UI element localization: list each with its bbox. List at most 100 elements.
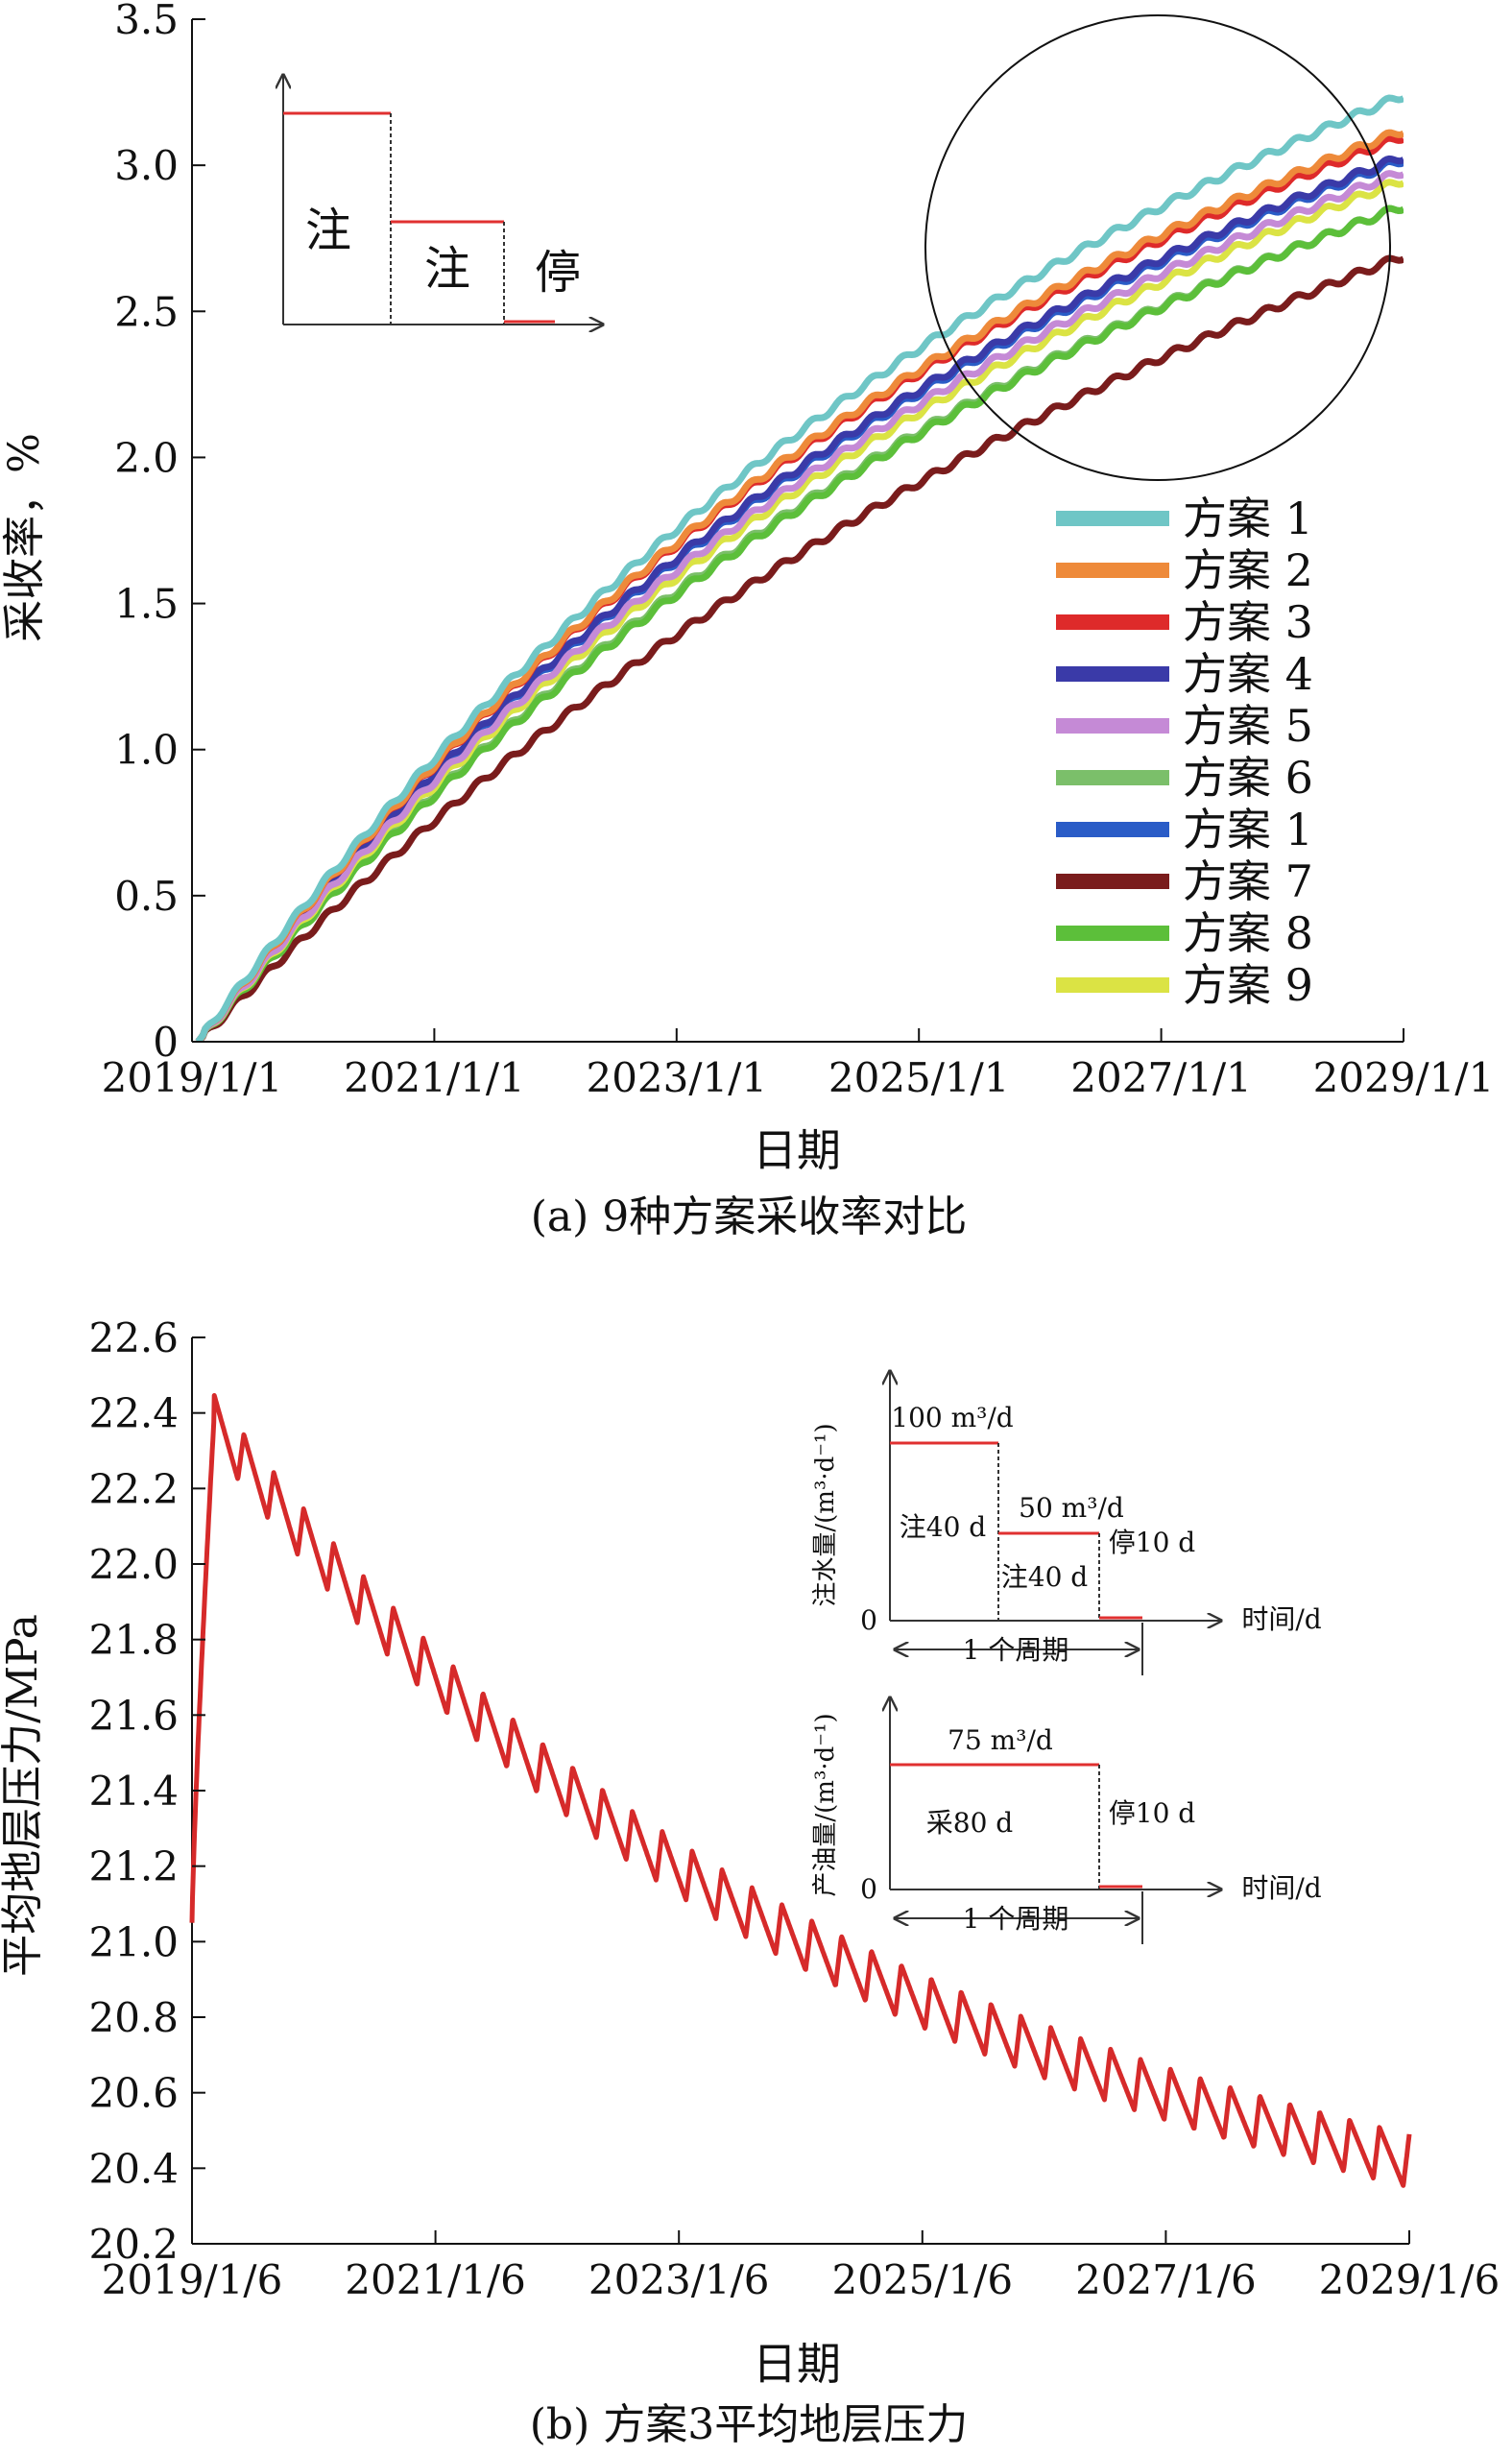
- prod-x-label: 时间/d: [1241, 1872, 1321, 1904]
- panel-b-injection-inset: 100 m³/d 50 m³/d 注40 d 注40 d 停10 d 0 时间/…: [811, 1371, 1322, 1675]
- b-y-tick-label: 20.2: [88, 2221, 179, 2268]
- a-x-tick-label: 2019/1/1: [102, 1054, 283, 1101]
- legend-label: 方案 3: [1183, 596, 1313, 648]
- legend-swatch: [1056, 977, 1169, 993]
- legend-label: 方案 9: [1183, 959, 1313, 1011]
- inj-rate-1: 100 m³/d: [891, 1402, 1014, 1433]
- panel-b-y-label: 平均地层压力/MPa: [0, 1614, 47, 1977]
- b-y-tick-label: 21.4: [88, 1768, 179, 1815]
- inset-label-inject-1: 注: [305, 204, 351, 257]
- b-x-tick-label: 2021/1/6: [345, 2256, 526, 2303]
- legend-label: 方案 4: [1183, 648, 1313, 700]
- a-series-line: [195, 170, 1404, 1042]
- panel-a-y-ticks: 0 0.5 1.0 1.5 2.0 2.5 3.0 3.5: [114, 0, 205, 1066]
- panel-b-caption: (b) 方案3平均地层压力: [530, 2400, 968, 2449]
- b-y-tick-label: 21.8: [88, 1617, 179, 1664]
- legend-swatch: [1056, 718, 1169, 734]
- legend-label: 方案 6: [1183, 752, 1313, 804]
- b-y-tick-label: 20.4: [88, 2145, 179, 2192]
- legend-swatch: [1056, 614, 1169, 630]
- legend-swatch: [1056, 563, 1169, 578]
- a-y-tick-label: 1.0: [114, 727, 179, 774]
- b-y-tick-label: 21.2: [88, 1843, 179, 1890]
- legend-swatch: [1056, 822, 1169, 837]
- b-y-tick-label: 20.8: [88, 1994, 179, 2041]
- b-y-tick-label: 22.4: [88, 1390, 179, 1437]
- legend-swatch: [1056, 511, 1169, 526]
- a-x-tick-label: 2023/1/1: [586, 1054, 767, 1101]
- zoom-circle-outline: [924, 14, 1391, 481]
- a-x-tick-label: 2029/1/1: [1313, 1054, 1495, 1101]
- inset-label-inject-2: 注: [424, 242, 470, 296]
- legend-swatch: [1056, 666, 1169, 682]
- a-series-line: [195, 129, 1404, 1042]
- b-y-tick-label: 20.6: [88, 2070, 179, 2117]
- b-x-tick-label: 2025/1/6: [831, 2256, 1013, 2303]
- b-y-tick-label: 22.6: [88, 1314, 179, 1361]
- prod-phase-2: 停10 d: [1109, 1797, 1196, 1829]
- panel-a-x-ticks: 2019/1/1 2021/1/1 2023/1/1 2025/1/1 2027/1/1…: [102, 1028, 1495, 1101]
- inj-zero: 0: [860, 1604, 877, 1636]
- legend-swatch: [1056, 874, 1169, 889]
- legend-label: 方案 2: [1183, 544, 1313, 596]
- panel-b-pressure-chart: 20.2 20.4 20.6 20.8 21.0 21.2 21.4 21.6 21.8 22.0…: [0, 1314, 1500, 2449]
- b-y-tick-label: 22.2: [88, 1465, 179, 1512]
- inj-phase-3: 停10 d: [1109, 1527, 1196, 1558]
- panel-a-series: [195, 94, 1404, 1042]
- inj-phase-1: 注40 d: [900, 1511, 987, 1543]
- inj-y-label: 注水量/(m³·d⁻¹): [811, 1423, 840, 1606]
- legend-swatch: [1056, 770, 1169, 785]
- a-series-line: [195, 205, 1404, 1042]
- legend-label: 方案 1: [1183, 804, 1313, 855]
- panel-a-y-label: 采收率，%: [0, 433, 49, 642]
- b-x-tick-label: 2019/1/6: [102, 2256, 283, 2303]
- inj-x-label: 时间/d: [1241, 1603, 1321, 1635]
- b-pressure-line: [189, 1393, 1412, 2188]
- b-x-tick-label: 2027/1/6: [1075, 2256, 1257, 2303]
- b-x-tick-label: 2023/1/6: [588, 2256, 770, 2303]
- a-y-tick-label: 0: [153, 1019, 179, 1066]
- panel-a-schedule-inset: 注 注 停: [283, 75, 603, 325]
- b-y-tick-label: 21.6: [88, 1692, 179, 1739]
- a-y-tick-label: 1.5: [114, 581, 179, 628]
- panel-a-zoom-circle: [924, 14, 1391, 481]
- a-x-tick-label: 2025/1/1: [828, 1054, 1010, 1101]
- legend-label: 方案 1: [1183, 493, 1313, 544]
- a-x-tick-label: 2027/1/1: [1070, 1054, 1252, 1101]
- prod-zero: 0: [860, 1873, 877, 1905]
- prod-y-label: 产油量/(m³·d⁻¹): [811, 1713, 840, 1896]
- panel-a-caption: (a) 9种方案采收率对比: [531, 1192, 968, 1241]
- legend-label: 方案 8: [1183, 907, 1313, 959]
- panel-b-y-ticks: 20.2 20.4 20.6 20.8 21.0 21.2 21.4 21.6 21.8 22.0…: [88, 1314, 205, 2268]
- b-y-tick-label: 21.0: [88, 1918, 179, 1965]
- inj-phase-2: 注40 d: [1001, 1561, 1089, 1593]
- prod-period: 1 个周期: [963, 1903, 1069, 1935]
- a-series-line: [195, 254, 1404, 1042]
- a-series-line: [195, 94, 1404, 1042]
- a-y-tick-label: 2.0: [114, 434, 179, 481]
- panel-b-x-label: 日期: [753, 2338, 841, 2390]
- legend-label: 方案 7: [1183, 855, 1313, 907]
- a-y-tick-label: 0.5: [114, 873, 179, 920]
- a-y-tick-label: 2.5: [114, 288, 179, 335]
- panel-a-x-label: 日期: [753, 1124, 841, 1176]
- inj-rate-2: 50 m³/d: [1019, 1492, 1124, 1524]
- a-x-tick-label: 2021/1/1: [344, 1054, 525, 1101]
- b-y-tick-label: 22.0: [88, 1541, 179, 1588]
- a-y-tick-label: 3.0: [114, 142, 179, 189]
- panel-b-series: [189, 1393, 1412, 2188]
- inj-period: 1 个周期: [963, 1634, 1069, 1666]
- legend-swatch: [1056, 926, 1169, 941]
- b-x-tick-label: 2029/1/6: [1319, 2256, 1500, 2303]
- prod-phase-1: 采80 d: [926, 1807, 1014, 1839]
- inset-label-stop: 停: [535, 246, 581, 300]
- legend-label: 方案 5: [1183, 700, 1313, 752]
- panel-b-production-inset: 75 m³/d 采80 d 停10 d 0 时间/d 1 个周期 产油量/(m³…: [811, 1697, 1322, 1944]
- panel-a-legend: 方案 1方案 2方案 3方案 4方案 5方案 6方案 1方案 7方案 8方案 9: [1056, 493, 1313, 1011]
- a-y-tick-label: 3.5: [114, 0, 179, 43]
- panel-b-x-ticks: 2019/1/6 2021/1/6 2023/1/6 2025/1/6 2027/1/6…: [102, 2230, 1500, 2303]
- prod-rate: 75 m³/d: [948, 1724, 1053, 1756]
- panel-a-recovery-chart: 00.51.01.52.02.53.03.5 2019/1/1 2021/1/1 2…: [0, 0, 1494, 1241]
- a-series-line: [195, 155, 1404, 1042]
